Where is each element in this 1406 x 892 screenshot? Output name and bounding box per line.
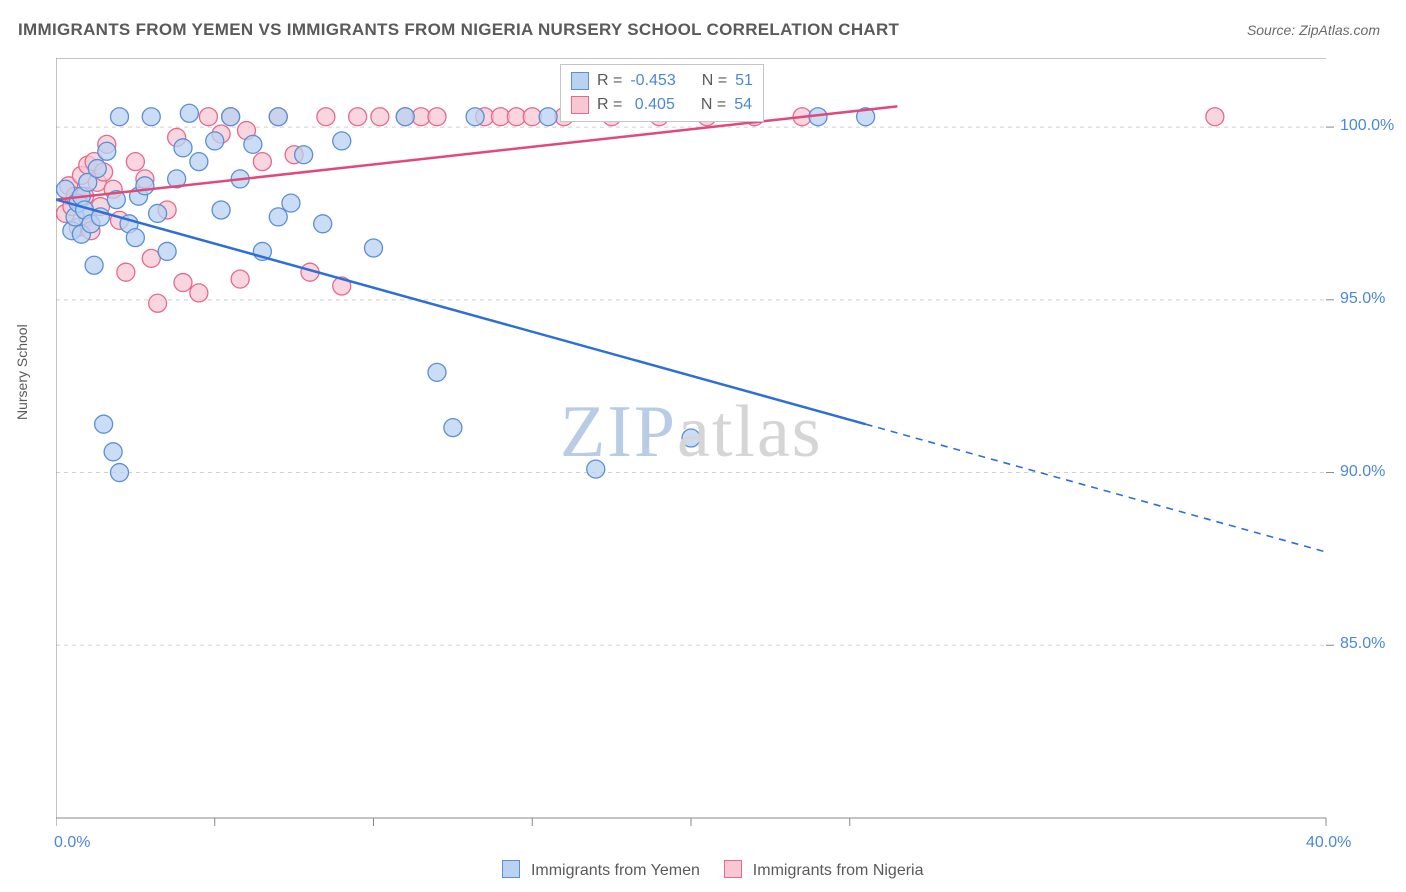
bottom-legend: Immigrants from Yemen Immigrants from Ni… — [0, 860, 1406, 880]
legend-swatch-nigeria — [571, 96, 589, 114]
y-tick-label: 95.0% — [1340, 290, 1385, 308]
y-tick-label: 90.0% — [1340, 463, 1385, 481]
legend-swatch-yemen — [571, 72, 589, 90]
r-value-nigeria: 0.405 — [630, 96, 675, 114]
legend-stats: R = -0.453 N = 51 R = 0.405 N = 54 — [560, 64, 764, 122]
y-axis-label: Nursery School — [14, 324, 30, 420]
r-label: R = — [597, 96, 622, 114]
x-tick-label: 0.0% — [54, 834, 90, 852]
bottom-legend-yemen: Immigrants from Yemen — [531, 862, 700, 879]
r-value-yemen: -0.453 — [630, 72, 675, 90]
n-label: N = — [701, 96, 726, 114]
source-label: Source: ZipAtlas.com — [1247, 22, 1380, 38]
bottom-swatch-nigeria — [724, 860, 742, 878]
x-tick-label: 40.0% — [1306, 834, 1351, 852]
chart-title: IMMIGRANTS FROM YEMEN VS IMMIGRANTS FROM… — [18, 20, 899, 40]
legend-stats-row-yemen: R = -0.453 N = 51 — [571, 69, 753, 93]
scatter-chart — [56, 58, 1386, 858]
n-label: N = — [702, 72, 727, 90]
legend-stats-row-nigeria: R = 0.405 N = 54 — [571, 93, 753, 117]
bottom-swatch-yemen — [502, 860, 520, 878]
n-value-nigeria: 54 — [734, 96, 752, 114]
n-value-yemen: 51 — [735, 72, 753, 90]
bottom-legend-nigeria: Immigrants from Nigeria — [753, 862, 924, 879]
y-tick-label: 85.0% — [1340, 635, 1385, 653]
y-tick-label: 100.0% — [1340, 117, 1394, 135]
chart-container — [56, 58, 1386, 818]
r-label: R = — [597, 72, 622, 90]
